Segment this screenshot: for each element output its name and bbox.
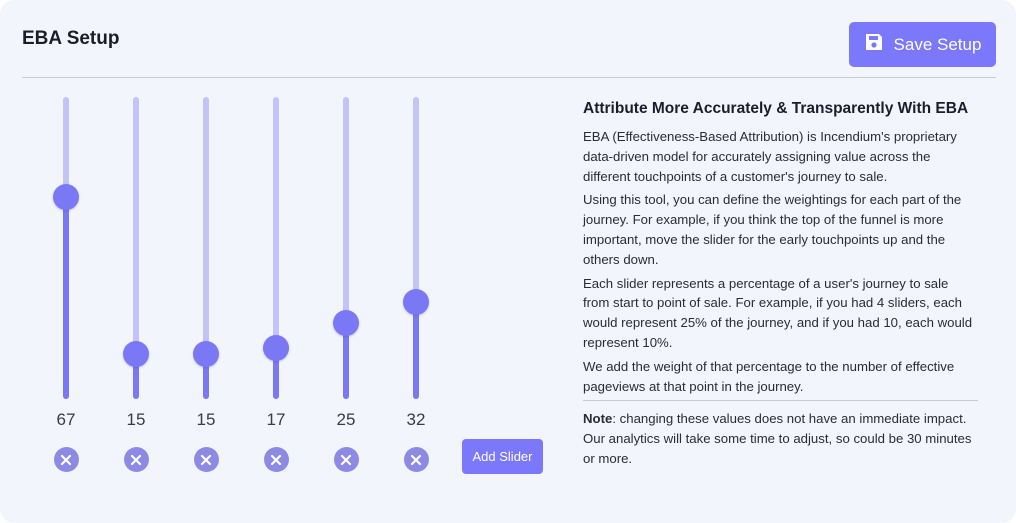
slider-value: 32 bbox=[406, 410, 426, 429]
remove-slider-button[interactable] bbox=[263, 447, 289, 472]
x-circle-icon bbox=[410, 454, 422, 465]
weight-slider[interactable] bbox=[186, 97, 226, 399]
info-paragraph: Each slider represents a percentage of a… bbox=[583, 275, 973, 350]
note-text: : changing these values does not have an… bbox=[583, 411, 972, 466]
slider-fill bbox=[133, 354, 139, 399]
slider-fill bbox=[273, 348, 279, 399]
note-label: Note bbox=[583, 411, 613, 427]
slider-fill bbox=[63, 197, 69, 399]
impact-note: Note: changing these values does not hav… bbox=[583, 409, 978, 468]
slider-track[interactable] bbox=[133, 97, 139, 399]
remove-slider-button[interactable] bbox=[123, 447, 149, 472]
weight-slider[interactable] bbox=[116, 97, 156, 399]
x-circle-icon bbox=[340, 454, 352, 465]
slider-thumb[interactable] bbox=[53, 184, 79, 210]
slider-value: 15 bbox=[126, 410, 146, 429]
slider-value: 67 bbox=[56, 410, 76, 429]
slider-value: 25 bbox=[336, 410, 356, 429]
slider-track[interactable] bbox=[343, 97, 349, 399]
save-setup-label: Save Setup bbox=[893, 34, 982, 54]
slider-thumb[interactable] bbox=[123, 341, 149, 367]
x-circle-icon bbox=[60, 454, 72, 465]
slider-value: 15 bbox=[196, 410, 216, 429]
x-circle-icon bbox=[130, 454, 142, 465]
slider-track[interactable] bbox=[203, 97, 209, 399]
slider-thumb[interactable] bbox=[263, 335, 289, 361]
weight-slider[interactable] bbox=[256, 97, 296, 399]
x-circle-icon bbox=[270, 454, 282, 465]
weight-slider[interactable] bbox=[396, 97, 436, 399]
slider-value: 17 bbox=[266, 410, 286, 429]
remove-slider-button[interactable] bbox=[333, 447, 359, 472]
slider-fill bbox=[413, 302, 419, 399]
info-panel: Attribute More Accurately & Transparentl… bbox=[583, 100, 978, 473]
slider-thumb[interactable] bbox=[193, 341, 219, 367]
header-divider bbox=[22, 77, 996, 78]
remove-slider-button[interactable] bbox=[403, 447, 429, 472]
remove-slider-button[interactable] bbox=[193, 447, 219, 472]
slider-track[interactable] bbox=[273, 97, 279, 399]
page-title: EBA Setup bbox=[22, 28, 120, 49]
weight-slider[interactable] bbox=[326, 97, 366, 399]
save-setup-button[interactable]: Save Setup bbox=[849, 22, 996, 67]
slider-track[interactable] bbox=[413, 97, 419, 399]
remove-slider-button[interactable] bbox=[53, 447, 79, 472]
slider-fill bbox=[343, 323, 349, 399]
slider-thumb[interactable] bbox=[403, 289, 429, 315]
slider-thumb[interactable] bbox=[333, 310, 359, 336]
info-paragraph: Using this tool, you can define the weig… bbox=[583, 192, 962, 267]
x-circle-icon bbox=[200, 454, 212, 465]
info-heading: Attribute More Accurately & Transparentl… bbox=[583, 100, 969, 117]
floppy-disk-icon bbox=[864, 32, 884, 57]
info-divider bbox=[583, 400, 978, 402]
add-slider-button[interactable]: Add Slider bbox=[462, 439, 543, 474]
info-paragraph: EBA (Effectiveness-Based Attribution) is… bbox=[583, 129, 957, 184]
slider-fill bbox=[203, 354, 209, 399]
weight-slider[interactable] bbox=[46, 97, 86, 399]
info-paragraph: We add the weight of that percentage to … bbox=[583, 358, 955, 394]
